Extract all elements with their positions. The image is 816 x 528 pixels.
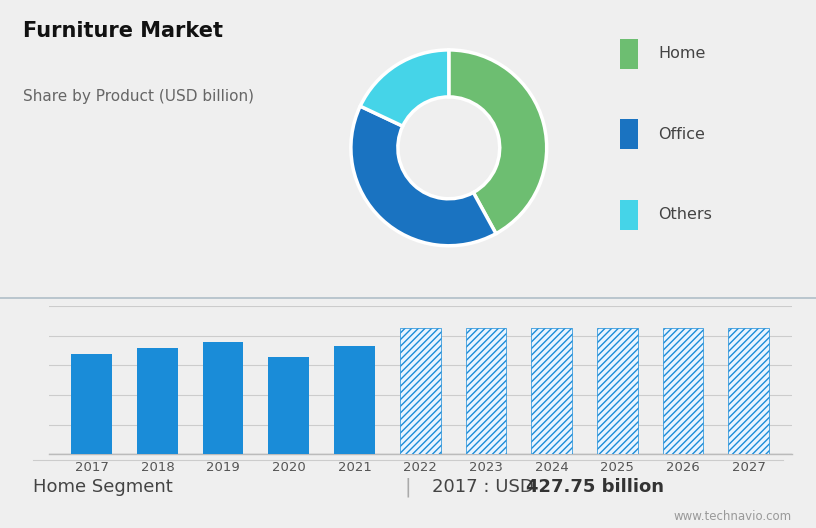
- Text: Others: Others: [659, 208, 712, 222]
- Bar: [729, 328, 769, 454]
- Bar: [531, 328, 572, 454]
- Bar: [663, 328, 703, 454]
- Wedge shape: [360, 50, 449, 126]
- Bar: [202, 342, 243, 454]
- Bar: [137, 347, 178, 454]
- Text: 427.75 billion: 427.75 billion: [526, 478, 664, 496]
- Text: Home Segment: Home Segment: [33, 478, 172, 496]
- Wedge shape: [351, 106, 496, 246]
- FancyBboxPatch shape: [620, 119, 638, 149]
- Bar: [466, 328, 506, 454]
- FancyBboxPatch shape: [620, 200, 638, 230]
- FancyBboxPatch shape: [620, 39, 638, 69]
- Text: 2017 : USD: 2017 : USD: [432, 478, 540, 496]
- Wedge shape: [449, 50, 547, 234]
- Bar: [597, 328, 638, 454]
- Text: |: |: [405, 478, 411, 497]
- Text: Furniture Market: Furniture Market: [23, 21, 223, 41]
- Text: Share by Product (USD billion): Share by Product (USD billion): [23, 89, 254, 105]
- Text: Office: Office: [659, 127, 705, 142]
- Bar: [268, 356, 309, 454]
- Text: Home: Home: [659, 46, 706, 61]
- Text: www.technavio.com: www.technavio.com: [673, 511, 792, 523]
- Bar: [400, 328, 441, 454]
- Bar: [335, 346, 375, 454]
- Bar: [71, 354, 112, 454]
